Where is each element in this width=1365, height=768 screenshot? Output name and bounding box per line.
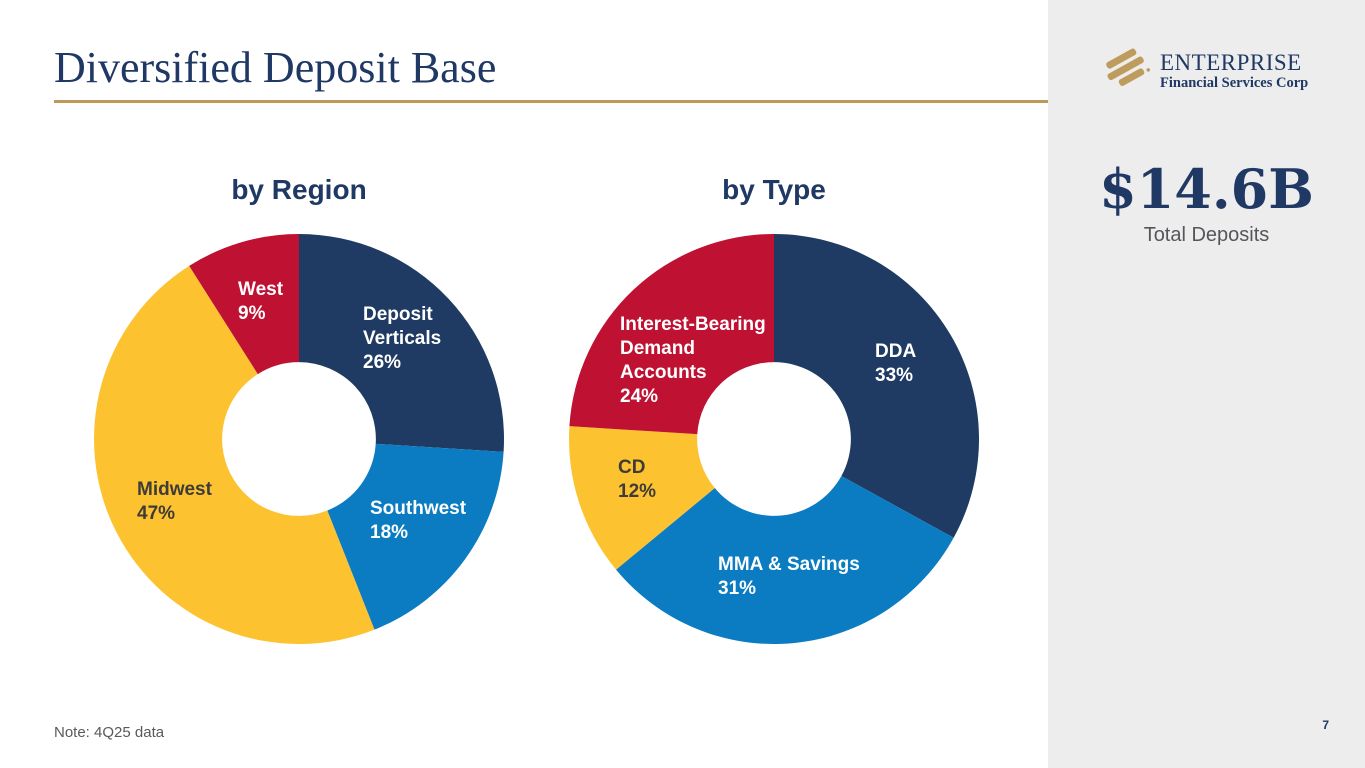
total-deposits-label: Total Deposits — [1143, 224, 1270, 246]
enterprise-swoosh-icon — [1105, 46, 1151, 95]
logo-company-subtitle: Financial Services Corp — [1160, 74, 1309, 91]
label-type-interest-bearing: Interest-Bearing Demand Accounts 24% — [620, 314, 766, 407]
sidebar: ENTERPRISE Financial Services Corp $14.6… — [1048, 0, 1365, 768]
slice-midwest — [94, 265, 375, 644]
label-region-west: West 9% — [238, 279, 284, 324]
total-deposits-value: $14.6B — [1099, 157, 1314, 221]
label-region-midwest: Midwest 47% — [137, 479, 212, 524]
label-region-southwest: Southwest 18% — [370, 498, 467, 543]
slice-dda — [774, 234, 979, 538]
footnote: Note: 4Q25 data — [54, 724, 165, 741]
logo-company-name: ENTERPRISE — [1160, 49, 1302, 75]
logo-text: ENTERPRISE Financial Services Corp — [1160, 49, 1309, 91]
chart-title-by-type: by Type — [722, 174, 826, 205]
slice-mma-savings — [616, 476, 954, 645]
label-type-dda: DDA 33% — [875, 341, 917, 386]
slice-deposit-verticals — [299, 234, 505, 452]
donut-chart-by-region — [94, 234, 505, 644]
company-logo: ENTERPRISE Financial Services Corp — [1105, 46, 1308, 95]
page-number: 7 — [1322, 718, 1329, 732]
slice-cd — [568, 426, 715, 570]
page-title: Diversified Deposit Base — [54, 43, 497, 92]
label-region-deposit-verticals: Deposit Verticals 26% — [363, 304, 442, 373]
chart-title-by-region: by Region — [231, 174, 367, 205]
title-divider — [54, 100, 1313, 103]
slice-southwest — [327, 443, 504, 630]
slice-interest-bearing-demand-accounts — [569, 234, 774, 435]
label-type-cd: CD 12% — [618, 457, 657, 502]
donut-chart-by-type — [568, 234, 979, 645]
label-type-mma-savings: MMA & Savings 31% — [718, 554, 860, 599]
slice-west — [189, 234, 299, 375]
